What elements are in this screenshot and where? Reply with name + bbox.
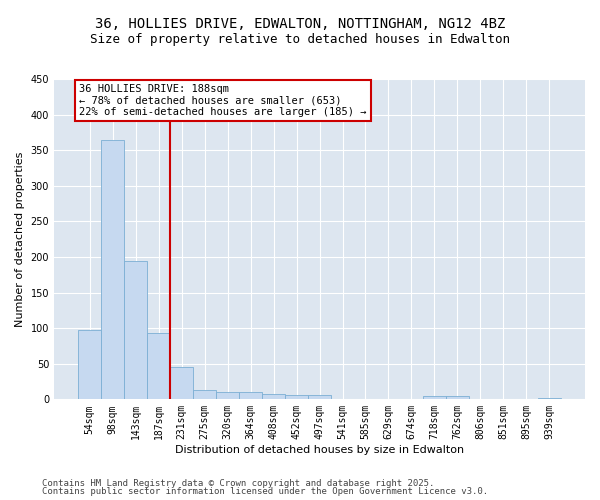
Text: 36 HOLLIES DRIVE: 188sqm
← 78% of detached houses are smaller (653)
22% of semi-: 36 HOLLIES DRIVE: 188sqm ← 78% of detach… (79, 84, 367, 117)
X-axis label: Distribution of detached houses by size in Edwalton: Distribution of detached houses by size … (175, 445, 464, 455)
Text: Size of property relative to detached houses in Edwalton: Size of property relative to detached ho… (90, 32, 510, 46)
Bar (446, 396, 469, 400)
Bar (262, 394, 285, 400)
Text: 36, HOLLIES DRIVE, EDWALTON, NOTTINGHAM, NG12 4BZ: 36, HOLLIES DRIVE, EDWALTON, NOTTINGHAM,… (95, 18, 505, 32)
Bar (78, 330, 101, 400)
Bar (423, 396, 446, 400)
Bar (538, 398, 561, 400)
Bar (331, 398, 354, 400)
Y-axis label: Number of detached properties: Number of detached properties (15, 152, 25, 327)
Bar (216, 392, 239, 400)
Bar (124, 260, 147, 400)
Text: Contains HM Land Registry data © Crown copyright and database right 2025.: Contains HM Land Registry data © Crown c… (42, 478, 434, 488)
Bar (239, 392, 262, 400)
Bar (101, 140, 124, 400)
Bar (170, 368, 193, 400)
Bar (147, 333, 170, 400)
Text: Contains public sector information licensed under the Open Government Licence v3: Contains public sector information licen… (42, 487, 488, 496)
Bar (308, 395, 331, 400)
Bar (285, 395, 308, 400)
Bar (193, 390, 216, 400)
